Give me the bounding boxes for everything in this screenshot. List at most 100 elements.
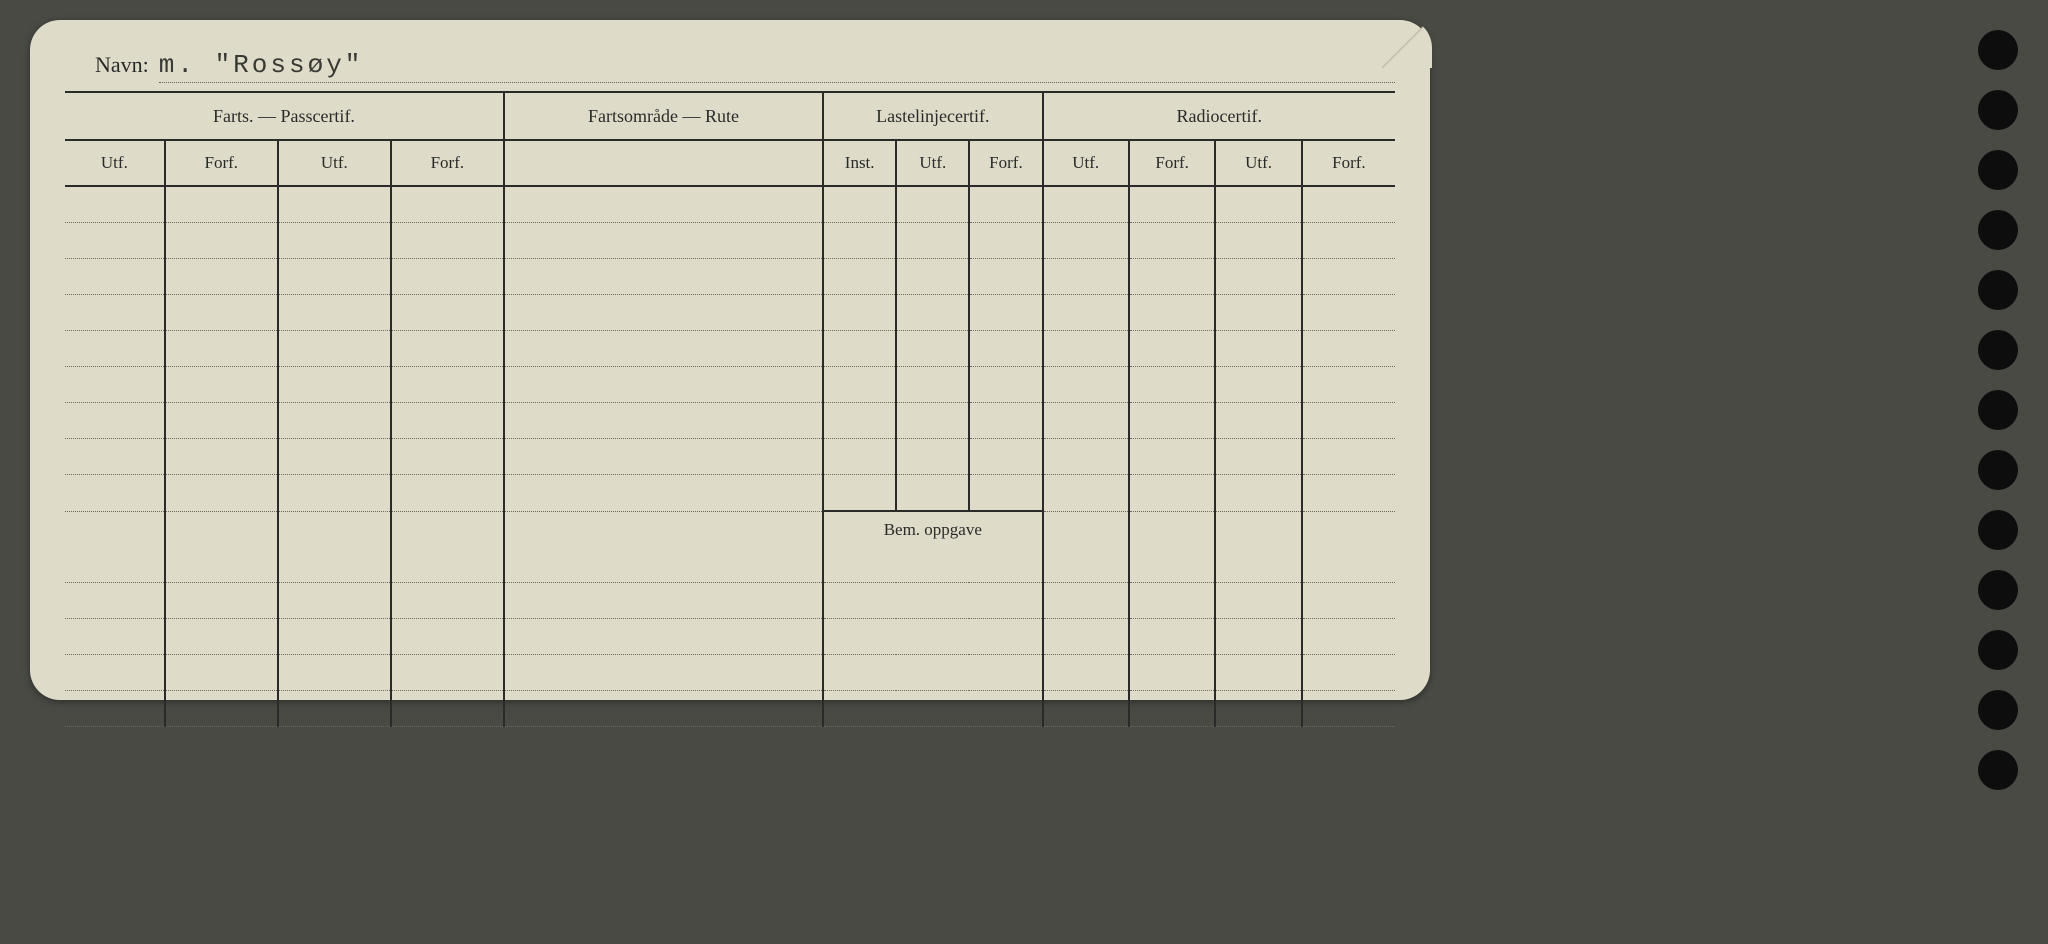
cell [823, 367, 896, 403]
cell [1043, 295, 1129, 331]
cell [391, 186, 504, 223]
cell [504, 439, 823, 475]
cell [65, 475, 165, 512]
cell [504, 186, 823, 223]
name-label: Navn: [95, 52, 149, 78]
cell [1129, 259, 1215, 295]
bem-area-cell [823, 655, 1042, 691]
cell [165, 691, 278, 727]
cell [391, 331, 504, 367]
sub-forf-1: Forf. [165, 140, 278, 186]
bem-oppgave-row: Bem. oppgave [65, 511, 1395, 547]
cell [1302, 331, 1395, 367]
table-row [65, 403, 1395, 439]
bem-c12 [1302, 511, 1395, 547]
table-row [65, 259, 1395, 295]
cell [165, 331, 278, 367]
cell [1043, 259, 1129, 295]
cell [1215, 367, 1301, 403]
name-row: Navn: m. "Rossøy" [65, 50, 1395, 83]
section-radio: Radiocertif. [1043, 92, 1395, 140]
cell [823, 295, 896, 331]
sub-utf-2: Utf. [278, 140, 391, 186]
cell [896, 331, 969, 367]
cell [1043, 691, 1129, 727]
punch-hole-strip [1978, 30, 2018, 790]
cell [1043, 583, 1129, 619]
bem-area-cell [823, 619, 1042, 655]
cell [165, 367, 278, 403]
cell [823, 439, 896, 475]
bem-c3 [278, 511, 391, 547]
cell [823, 223, 896, 259]
cell [278, 186, 391, 223]
cell [1302, 259, 1395, 295]
cell [65, 583, 165, 619]
cell [1129, 331, 1215, 367]
cell [1302, 186, 1395, 223]
cell [1129, 475, 1215, 512]
cell [1302, 547, 1395, 583]
cell [1215, 691, 1301, 727]
cell [278, 259, 391, 295]
cell [278, 331, 391, 367]
punch-hole [1978, 630, 2018, 670]
table-row [65, 475, 1395, 512]
cell [391, 259, 504, 295]
cell [896, 403, 969, 439]
punch-hole [1978, 570, 2018, 610]
cell [1215, 223, 1301, 259]
cell [1043, 547, 1129, 583]
table-row [65, 186, 1395, 223]
cell [278, 403, 391, 439]
cell [65, 691, 165, 727]
cell [65, 547, 165, 583]
cell [1215, 583, 1301, 619]
cell [391, 295, 504, 331]
cell [1302, 403, 1395, 439]
cell [65, 259, 165, 295]
cell [391, 475, 504, 512]
cell [1302, 295, 1395, 331]
cell [165, 583, 278, 619]
cell [504, 691, 823, 727]
table-row [65, 367, 1395, 403]
section-farts-pass: Farts. — Passcertif. [65, 92, 504, 140]
cell [65, 403, 165, 439]
cell [278, 295, 391, 331]
cell [969, 439, 1042, 475]
cell [504, 583, 823, 619]
cell [278, 547, 391, 583]
cell [1215, 259, 1301, 295]
cell [1302, 223, 1395, 259]
punch-hole [1978, 450, 2018, 490]
cell [969, 367, 1042, 403]
cell [1043, 367, 1129, 403]
cell [65, 619, 165, 655]
bem-c9 [1043, 511, 1129, 547]
cell [165, 439, 278, 475]
cell [391, 547, 504, 583]
cell [1215, 439, 1301, 475]
cell [278, 691, 391, 727]
cell [823, 186, 896, 223]
cell [278, 367, 391, 403]
bem-c5 [504, 511, 823, 547]
punch-hole [1978, 90, 2018, 130]
cell [504, 367, 823, 403]
cell [165, 295, 278, 331]
cell [391, 583, 504, 619]
cell [391, 223, 504, 259]
table-row [65, 691, 1395, 727]
sub-header-row: Utf. Forf. Utf. Forf. Inst. Utf. Forf. U… [65, 140, 1395, 186]
cell [1302, 655, 1395, 691]
cell [391, 619, 504, 655]
cell [1215, 295, 1301, 331]
bem-c4 [391, 511, 504, 547]
name-value: m. "Rossøy" [159, 50, 1395, 83]
cell [969, 295, 1042, 331]
cell [823, 331, 896, 367]
cell [65, 223, 165, 259]
cell [1215, 655, 1301, 691]
cell [896, 223, 969, 259]
